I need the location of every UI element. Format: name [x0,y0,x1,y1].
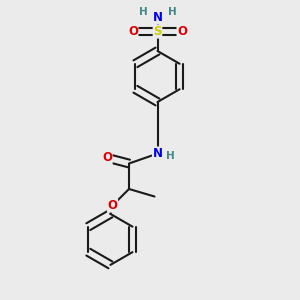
Text: S: S [153,25,162,38]
Text: H: H [139,7,148,17]
Text: O: O [177,25,187,38]
Text: O: O [128,25,138,38]
Text: N: N [152,147,163,160]
Text: H: H [166,151,175,161]
Text: O: O [107,199,118,212]
Text: N: N [152,11,163,24]
Text: O: O [102,151,112,164]
Text: H: H [167,7,176,17]
